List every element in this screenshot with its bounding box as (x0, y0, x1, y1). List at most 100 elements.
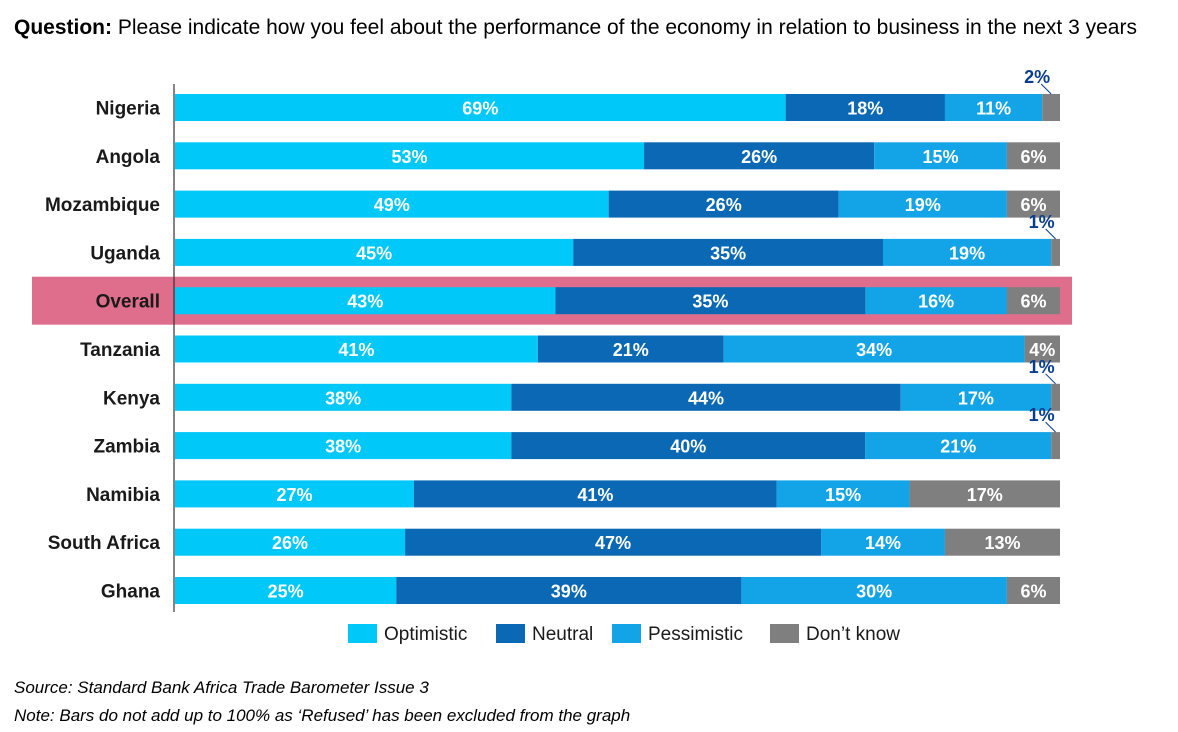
data-label-optimistic-angola: 53% (392, 147, 428, 167)
data-label-optimistic-mozambique: 49% (374, 195, 410, 215)
data-label-pessimistic-ghana: 30% (856, 582, 892, 602)
bar-don-t-know-overall (1006, 287, 1060, 315)
data-label-pessimistic-nigeria: 11% (976, 99, 1011, 119)
bar-don-t-know-south-africa (944, 528, 1060, 556)
bar-neutral-tanzania (537, 335, 724, 363)
bar-pessimistic-overall (865, 287, 1007, 315)
bar-pessimistic-namibia (776, 480, 910, 508)
data-label-optimistic-south-africa: 26% (272, 533, 308, 553)
data-label-pessimistic-tanzania: 34% (856, 340, 892, 360)
bar-neutral-mozambique (608, 190, 839, 218)
data-label-don-t-know-uganda: 1% (1029, 212, 1055, 232)
bar-optimistic-overall (175, 287, 556, 315)
bar-don-t-know-zambia (1051, 432, 1060, 460)
category-label-zambia: Zambia (93, 437, 160, 458)
data-label-don-t-know-overall: 6% (1020, 292, 1046, 312)
data-label-pessimistic-zambia: 21% (940, 437, 976, 457)
bar-pessimistic-uganda (883, 238, 1052, 266)
category-label-south-africa: South Africa (48, 533, 161, 554)
data-label-don-t-know-tanzania: 4% (1029, 340, 1055, 360)
bar-pessimistic-south-africa (821, 528, 945, 556)
bar-pessimistic-mozambique (838, 190, 1007, 218)
question-text: Please indicate how you feel about the p… (117, 16, 1137, 39)
data-label-don-t-know-angola: 6% (1020, 147, 1046, 167)
category-label-uganda: Uganda (90, 243, 160, 264)
bar-optimistic-kenya (175, 383, 512, 411)
leader-line-don-t-know-zambia (1045, 421, 1056, 433)
bar-optimistic-nigeria (175, 94, 786, 121)
data-label-optimistic-ghana: 25% (268, 582, 304, 602)
category-label-ghana: Ghana (101, 582, 161, 603)
category-label-overall: Overall (96, 292, 160, 313)
data-label-neutral-ghana: 39% (551, 582, 587, 602)
legend-label-optimistic: Optimistic (384, 624, 467, 645)
data-label-optimistic-tanzania: 41% (338, 340, 374, 360)
bar-don-t-know-mozambique (1006, 190, 1060, 218)
data-label-don-t-know-mozambique: 6% (1020, 195, 1046, 215)
leader-line-don-t-know-nigeria (1040, 83, 1052, 95)
bar-pessimistic-kenya (900, 383, 1052, 411)
bar-neutral-overall (555, 287, 866, 315)
data-label-don-t-know-namibia: 17% (967, 485, 1003, 505)
data-label-neutral-south-africa: 47% (595, 533, 631, 553)
chart-question: Question: Please indicate how you feel a… (14, 16, 1137, 40)
bar-don-t-know-kenya (1051, 383, 1060, 411)
bar-don-t-know-ghana (1006, 577, 1060, 604)
legend-label-pessimistic: Pessimistic (648, 624, 743, 645)
data-label-pessimistic-overall: 16% (918, 292, 954, 312)
bar-neutral-zambia (511, 432, 866, 460)
data-label-pessimistic-namibia: 15% (825, 485, 861, 505)
data-label-neutral-angola: 26% (741, 147, 777, 167)
bar-don-t-know-angola (1006, 142, 1060, 170)
leader-line-don-t-know-kenya (1045, 373, 1056, 385)
bar-optimistic-namibia (175, 480, 414, 508)
legend-swatch-optimistic (348, 624, 377, 643)
legend-swatch-pessimistic (612, 624, 641, 643)
bar-neutral-ghana (396, 577, 742, 604)
data-label-neutral-kenya: 44% (688, 388, 724, 408)
bar-don-t-know-uganda (1051, 238, 1060, 266)
legend-label-neutral: Neutral (532, 624, 593, 645)
data-label-don-t-know-ghana: 6% (1020, 582, 1046, 602)
bar-neutral-south-africa (405, 528, 822, 556)
data-label-don-t-know-kenya: 1% (1029, 357, 1055, 377)
bar-optimistic-south-africa (175, 528, 406, 556)
data-label-optimistic-zambia: 38% (325, 437, 361, 457)
legend-swatch-don-t-know (770, 624, 799, 643)
bar-pessimistic-zambia (865, 432, 1052, 460)
bar-optimistic-angola (175, 142, 645, 170)
stacked-bar-chart: Nigeria 69% 18% 11% 2% Angola 53% 26% 15% 6% Mozam… (32, 67, 1072, 645)
exclusion-note: Note: Bars do not add up to 100% as ‘Ref… (14, 706, 631, 725)
legend-swatch-neutral (496, 624, 525, 643)
bar-neutral-kenya (511, 383, 901, 411)
bar-optimistic-tanzania (175, 335, 538, 363)
data-label-pessimistic-kenya: 17% (958, 388, 994, 408)
bar-don-t-know-namibia (909, 480, 1060, 508)
bar-pessimistic-tanzania (723, 335, 1025, 363)
data-label-pessimistic-uganda: 19% (949, 243, 985, 263)
data-label-optimistic-uganda: 45% (356, 243, 392, 263)
legend-label-don-t-know: Don’t know (806, 624, 900, 645)
data-label-optimistic-overall: 43% (347, 292, 383, 312)
data-label-pessimistic-mozambique: 19% (905, 195, 941, 215)
category-label-namibia: Namibia (86, 485, 160, 506)
data-label-neutral-overall: 35% (692, 292, 728, 312)
bar-neutral-uganda (573, 238, 883, 266)
data-label-pessimistic-south-africa: 14% (865, 533, 901, 553)
data-label-pessimistic-angola: 15% (923, 147, 959, 167)
data-label-neutral-zambia: 40% (670, 437, 706, 457)
bar-don-t-know-nigeria (1042, 94, 1060, 121)
data-label-neutral-mozambique: 26% (706, 195, 742, 215)
category-label-kenya: Kenya (103, 388, 160, 409)
bar-neutral-nigeria (785, 94, 945, 121)
bar-optimistic-uganda (175, 238, 574, 266)
data-label-don-t-know-nigeria: 2% (1024, 67, 1050, 87)
bar-pessimistic-ghana (741, 577, 1007, 604)
data-label-neutral-tanzania: 21% (613, 340, 649, 360)
leader-line-don-t-know-uganda (1045, 228, 1056, 240)
bar-don-t-know-tanzania (1024, 335, 1060, 363)
category-label-mozambique: Mozambique (45, 195, 160, 216)
category-label-nigeria: Nigeria (96, 99, 161, 120)
bar-pessimistic-nigeria (944, 94, 1043, 121)
data-label-neutral-nigeria: 18% (847, 99, 883, 119)
